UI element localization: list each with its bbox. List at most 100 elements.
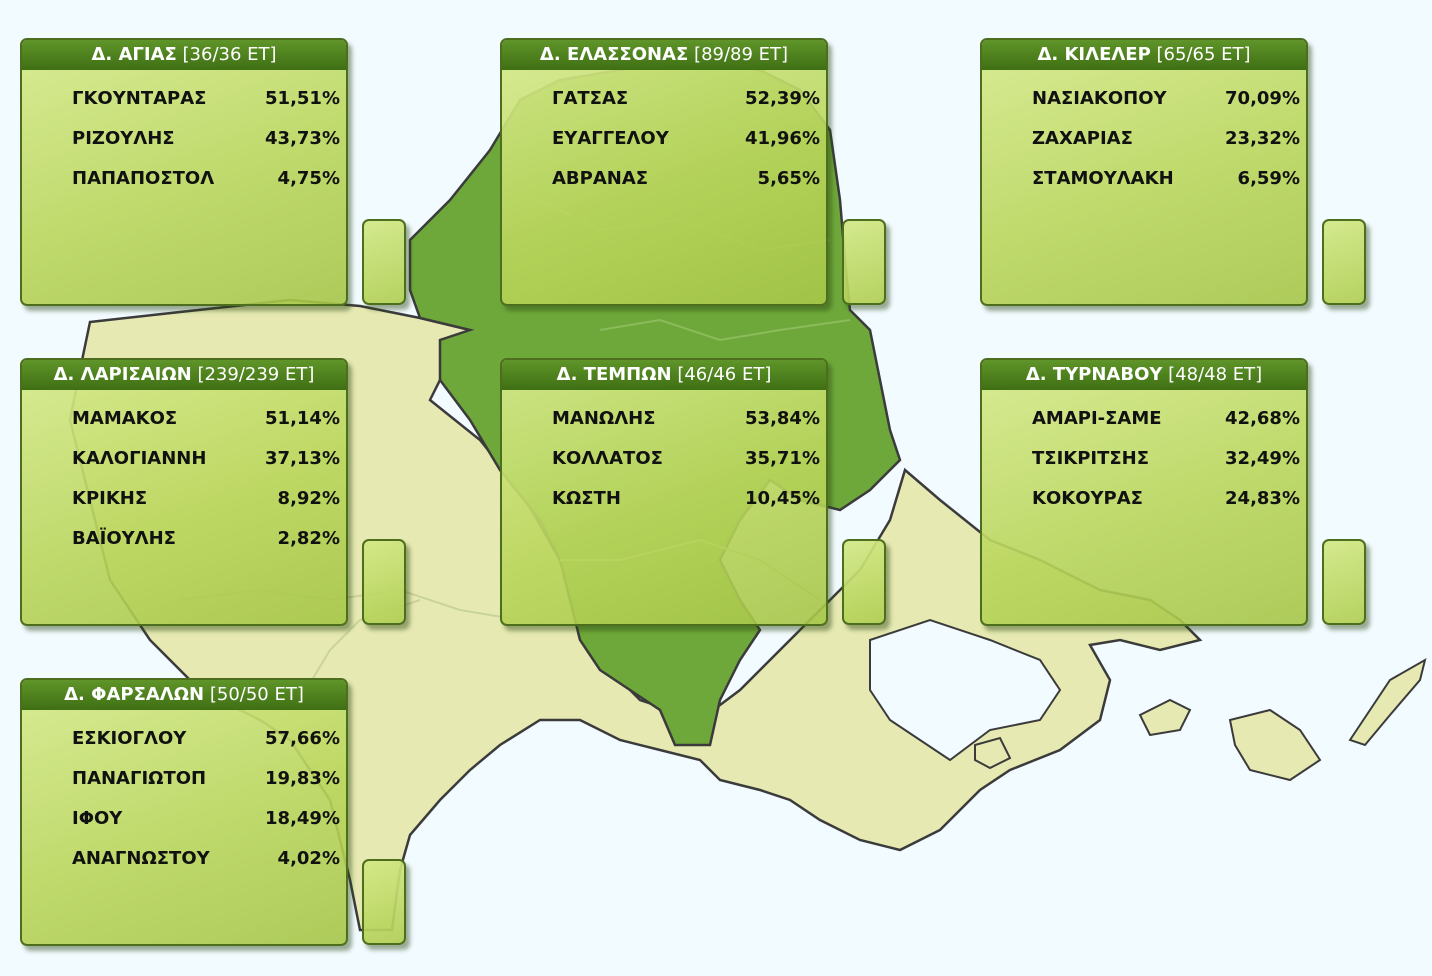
candidate-row: ΚΟΚΟΥΡΑΣ 24,83%: [1032, 488, 1300, 512]
map-island: [1138, 698, 1192, 737]
candidate-row: ΡΙΖΟΥΛΗΣ 43,73%: [72, 128, 340, 152]
candidate-name: ΖΑΧΑΡΙΑΣ: [1032, 128, 1133, 149]
candidate-row: ΑΒΡΑΝΑΣ 5,65%: [552, 168, 820, 192]
candidate-name: ΚΟΛΛΑΤΟΣ: [552, 448, 663, 469]
candidate-row: ΕΣΚΙΟΓΛΟΥ 57,66%: [72, 728, 340, 752]
candidate-row: ΝΑΣΙΑΚΟΠΟΥ 70,09%: [1032, 88, 1300, 112]
stations-count: [48/48 ΕΤ]: [1168, 364, 1263, 385]
candidate-name: ΜΑΝΩΛΗΣ: [552, 408, 656, 429]
candidate-percent: 37,13%: [265, 448, 340, 469]
card-side-tab[interactable]: [362, 859, 406, 945]
candidate-percent: 35,71%: [745, 448, 820, 469]
candidate-percent: 4,75%: [277, 168, 340, 189]
candidate-name: ΝΑΣΙΑΚΟΠΟΥ: [1032, 88, 1167, 109]
municipality-name: Δ. ΤΕΜΠΩΝ: [556, 364, 672, 385]
map-island: [974, 736, 1012, 770]
candidate-percent: 2,82%: [277, 528, 340, 549]
result-card-elassonas[interactable]: Δ. ΕΛΑΣΣΟΝΑΣ [89/89 ΕΤ] ΓΑΤΣΑΣ 52,39% ΕΥ…: [500, 38, 828, 306]
candidate-row: ΕΥΑΓΓΕΛΟΥ 41,96%: [552, 128, 820, 152]
stations-count: [46/46 ΕΤ]: [677, 364, 772, 385]
stations-count: [89/89 ΕΤ]: [694, 44, 789, 65]
card-side-tab[interactable]: [842, 539, 886, 625]
candidate-row: ΣΤΑΜΟΥΛΑΚΗ 6,59%: [1032, 168, 1300, 192]
stations-count: [239/239 ΕΤ]: [197, 364, 315, 385]
card-side-tab[interactable]: [362, 539, 406, 625]
municipality-name: Δ. ΦΑΡΣΑΛΩΝ: [64, 684, 205, 705]
candidate-row: ΚΩΣΤΗ 10,45%: [552, 488, 820, 512]
card-header: Δ. ΑΓΙΑΣ [36/36 ΕΤ]: [22, 40, 346, 70]
candidate-percent: 70,09%: [1225, 88, 1300, 109]
result-card-tyrnavou[interactable]: Δ. ΤΥΡΝΑΒΟΥ [48/48 ΕΤ] ΑΜΑΡΙ-ΣΑΜΕ 42,68%…: [980, 358, 1308, 626]
municipality-name: Δ. ΚΙΛΕΛΕΡ: [1037, 44, 1151, 65]
stations-count: [36/36 ΕΤ]: [182, 44, 277, 65]
map-bay: [869, 618, 1062, 762]
candidate-percent: 8,92%: [277, 488, 340, 509]
candidate-percent: 6,59%: [1237, 168, 1300, 189]
candidate-name: ΡΙΖΟΥΛΗΣ: [72, 128, 175, 149]
candidate-row: ΠΑΠΑΠΟΣΤΟΛ 4,75%: [72, 168, 340, 192]
municipality-name: Δ. ΛΑΡΙΣΑΙΩΝ: [53, 364, 192, 385]
candidate-percent: 53,84%: [745, 408, 820, 429]
candidate-row: ΖΑΧΑΡΙΑΣ 23,32%: [1032, 128, 1300, 152]
card-header: Δ. ΤΕΜΠΩΝ [46/46 ΕΤ]: [502, 360, 826, 390]
map-island: [1348, 657, 1427, 747]
candidate-percent: 23,32%: [1225, 128, 1300, 149]
result-card-tempon[interactable]: Δ. ΤΕΜΠΩΝ [46/46 ΕΤ] ΜΑΝΩΛΗΣ 53,84% ΚΟΛΛ…: [500, 358, 828, 626]
candidate-percent: 24,83%: [1225, 488, 1300, 509]
candidate-row: ΓΑΤΣΑΣ 52,39%: [552, 88, 820, 112]
municipality-name: Δ. ΕΛΑΣΣΟΝΑΣ: [539, 44, 689, 65]
candidate-row: ΜΑΜΑΚΟΣ 51,14%: [72, 408, 340, 432]
card-header: Δ. ΦΑΡΣΑΛΩΝ [50/50 ΕΤ]: [22, 680, 346, 710]
result-card-kileler[interactable]: Δ. ΚΙΛΕΛΕΡ [65/65 ΕΤ] ΝΑΣΙΑΚΟΠΟΥ 70,09% …: [980, 38, 1308, 306]
candidate-row: ΑΝΑΓΝΩΣΤΟΥ 4,02%: [72, 848, 340, 872]
candidate-name: ΠΑΠΑΠΟΣΤΟΛ: [72, 168, 215, 189]
card-header: Δ. ΚΙΛΕΛΕΡ [65/65 ΕΤ]: [982, 40, 1306, 70]
candidate-row: ΚΟΛΛΑΤΟΣ 35,71%: [552, 448, 820, 472]
candidate-name: ΑΜΑΡΙ-ΣΑΜΕ: [1032, 408, 1162, 429]
candidate-name: ΚΩΣΤΗ: [552, 488, 621, 509]
candidate-percent: 19,83%: [265, 768, 340, 789]
result-card-agias[interactable]: Δ. ΑΓΙΑΣ [36/36 ΕΤ] ΓΚΟΥΝΤΑΡΑΣ 51,51% ΡΙ…: [20, 38, 348, 306]
card-header: Δ. ΕΛΑΣΣΟΝΑΣ [89/89 ΕΤ]: [502, 40, 826, 70]
candidate-name: ΓΑΤΣΑΣ: [552, 88, 629, 109]
candidate-row: ΜΑΝΩΛΗΣ 53,84%: [552, 408, 820, 432]
candidate-name: ΚΑΛΟΓΙΑΝΝΗ: [72, 448, 207, 469]
candidate-row: ΚΡΙΚΗΣ 8,92%: [72, 488, 340, 512]
candidate-name: ΜΑΜΑΚΟΣ: [72, 408, 178, 429]
stations-count: [50/50 ΕΤ]: [209, 684, 304, 705]
card-header: Δ. ΤΥΡΝΑΒΟΥ [48/48 ΕΤ]: [982, 360, 1306, 390]
candidate-row: ΠΑΝΑΓΙΩΤΟΠ 19,83%: [72, 768, 340, 792]
candidate-row: ΒΑΪΟΥΛΗΣ 2,82%: [72, 528, 340, 552]
candidate-row: ΓΚΟΥΝΤΑΡΑΣ 51,51%: [72, 88, 340, 112]
card-side-tab[interactable]: [1322, 539, 1366, 625]
candidate-percent: 4,02%: [277, 848, 340, 869]
candidate-name: ΚΟΚΟΥΡΑΣ: [1032, 488, 1143, 509]
candidate-name: ΒΑΪΟΥΛΗΣ: [72, 528, 176, 549]
stations-count: [65/65 ΕΤ]: [1156, 44, 1251, 65]
candidate-percent: 5,65%: [757, 168, 820, 189]
card-side-tab[interactable]: [842, 219, 886, 305]
candidate-percent: 43,73%: [265, 128, 340, 149]
candidate-row: ΤΣΙΚΡΙΤΣΗΣ 32,49%: [1032, 448, 1300, 472]
card-side-tab[interactable]: [1322, 219, 1366, 305]
candidate-name: ΑΝΑΓΝΩΣΤΟΥ: [72, 848, 210, 869]
candidate-row: ΚΑΛΟΓΙΑΝΝΗ 37,13%: [72, 448, 340, 472]
map-island: [1228, 708, 1322, 782]
candidate-name: ΠΑΝΑΓΙΩΤΟΠ: [72, 768, 207, 789]
candidate-percent: 51,51%: [265, 88, 340, 109]
candidate-row: ΙΦΟΥ 18,49%: [72, 808, 340, 832]
candidate-name: ΑΒΡΑΝΑΣ: [552, 168, 649, 189]
card-side-tab[interactable]: [362, 219, 406, 305]
municipality-name: Δ. ΤΥΡΝΑΒΟΥ: [1025, 364, 1163, 385]
result-card-larisaion[interactable]: Δ. ΛΑΡΙΣΑΙΩΝ [239/239 ΕΤ] ΜΑΜΑΚΟΣ 51,14%…: [20, 358, 348, 626]
municipality-name: Δ. ΑΓΙΑΣ: [91, 44, 177, 65]
candidate-percent: 41,96%: [745, 128, 820, 149]
result-card-farsalon[interactable]: Δ. ΦΑΡΣΑΛΩΝ [50/50 ΕΤ] ΕΣΚΙΟΓΛΟΥ 57,66% …: [20, 678, 348, 946]
candidate-percent: 57,66%: [265, 728, 340, 749]
candidate-name: ΓΚΟΥΝΤΑΡΑΣ: [72, 88, 207, 109]
map-inner-border: [599, 318, 851, 342]
card-header: Δ. ΛΑΡΙΣΑΙΩΝ [239/239 ΕΤ]: [22, 360, 346, 390]
candidate-row: ΑΜΑΡΙ-ΣΑΜΕ 42,68%: [1032, 408, 1300, 432]
candidate-name: ΣΤΑΜΟΥΛΑΚΗ: [1032, 168, 1174, 189]
candidate-name: ΤΣΙΚΡΙΤΣΗΣ: [1032, 448, 1150, 469]
